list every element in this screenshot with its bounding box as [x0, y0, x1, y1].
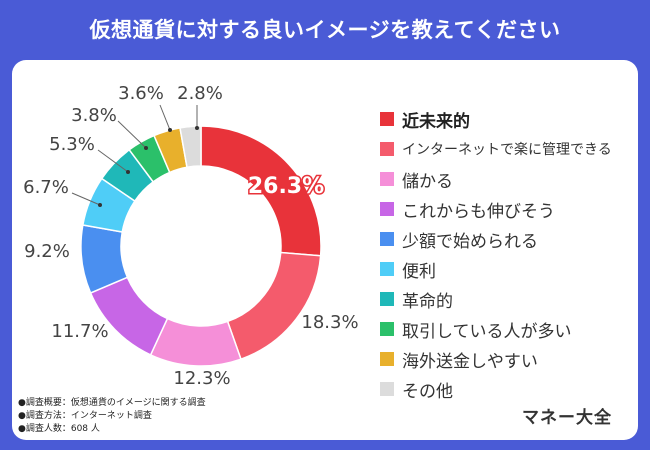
legend-label-6: 便利 [402, 261, 436, 282]
leader-dot-10 [195, 126, 199, 130]
legend-label-8: 取引している人が多い [402, 321, 572, 342]
legend-swatch-3 [380, 172, 394, 186]
note-method: ●調査方法：インターネット調査 [18, 411, 152, 421]
data-label-6: 6.7% [23, 177, 69, 198]
legend-swatch-2 [380, 142, 394, 156]
legend-label-3: 儲かる [402, 171, 453, 192]
data-label-4: 11.7% [51, 321, 108, 342]
donut-slice-10 [179, 125, 202, 169]
leader-line-8 [117, 120, 147, 149]
legend-item-5: 少額で始められる [380, 224, 612, 254]
leader-dot-6 [98, 203, 102, 207]
legend-swatch-6 [380, 262, 394, 276]
leader-dot-9 [168, 128, 172, 132]
legend-label-4: これからも伸びそう [402, 201, 555, 222]
legend-swatch-8 [380, 322, 394, 336]
data-label-3: 12.3% [173, 368, 230, 389]
legend-label-10: その他 [402, 381, 453, 402]
leader-dot-8 [144, 146, 148, 150]
legend-item-4: これからも伸びそう [380, 194, 612, 224]
legend-label-9: 海外送金しやすい [402, 351, 538, 372]
brand-logo-text: マネー大全 [522, 408, 612, 428]
legend-swatch-1 [380, 112, 394, 126]
data-label-9: 3.6% [118, 83, 164, 104]
legend-swatch-5 [380, 232, 394, 246]
legend-item-6: 便利 [380, 254, 612, 284]
legend-item-7: 革命的 [380, 284, 612, 314]
leader-line-7 [97, 149, 129, 173]
legend-item-10: その他 [380, 374, 612, 404]
legend-item-2: インターネットで楽に管理できる [380, 134, 612, 164]
legend-item-9: 海外送金しやすい [380, 344, 612, 374]
data-label-10: 2.8% [177, 83, 223, 104]
legend: 近未来的インターネットで楽に管理できる儲かるこれからも伸びそう 少額で始められる便… [380, 104, 612, 404]
note-count: ●調査人数：608 人 [18, 424, 100, 434]
legend-label-7: 革命的 [402, 291, 453, 312]
data-label-8: 3.8% [71, 105, 117, 126]
data-label-1: 26.3% [248, 174, 324, 199]
leader-line-9 [159, 104, 171, 131]
legend-swatch-7 [380, 292, 394, 306]
legend-swatch-10 [380, 382, 394, 396]
legend-swatch-9 [380, 352, 394, 366]
data-label-5: 9.2% [24, 241, 70, 262]
legend-item-8: 取引している人が多い [380, 314, 612, 344]
donut-slice-4 [89, 276, 169, 356]
leader-dot-7 [126, 170, 130, 174]
legend-swatch-4 [380, 202, 394, 216]
donut-slice-2 [226, 251, 322, 361]
data-label-7: 5.3% [49, 134, 95, 155]
legend-label-2: インターネットで楽に管理できる [402, 142, 612, 158]
survey-notes: ●調査概要：仮想通貨のイメージに関する調査 ●調査方法：インターネット調査 ●調… [18, 397, 206, 436]
page-title: 仮想通貨に対する良いイメージを教えてください [89, 18, 561, 42]
legend-item-1: 近未来的 [380, 104, 612, 134]
legend-label-5: 少額で始められる [402, 231, 538, 252]
data-label-2: 18.3% [301, 312, 358, 333]
legend-item-3: 儲かる [380, 164, 612, 194]
note-overview: ●調査概要：仮想通貨のイメージに関する調査 [18, 398, 206, 408]
legend-label-1: 近未来的 [402, 111, 470, 132]
leader-line-6 [71, 192, 101, 206]
